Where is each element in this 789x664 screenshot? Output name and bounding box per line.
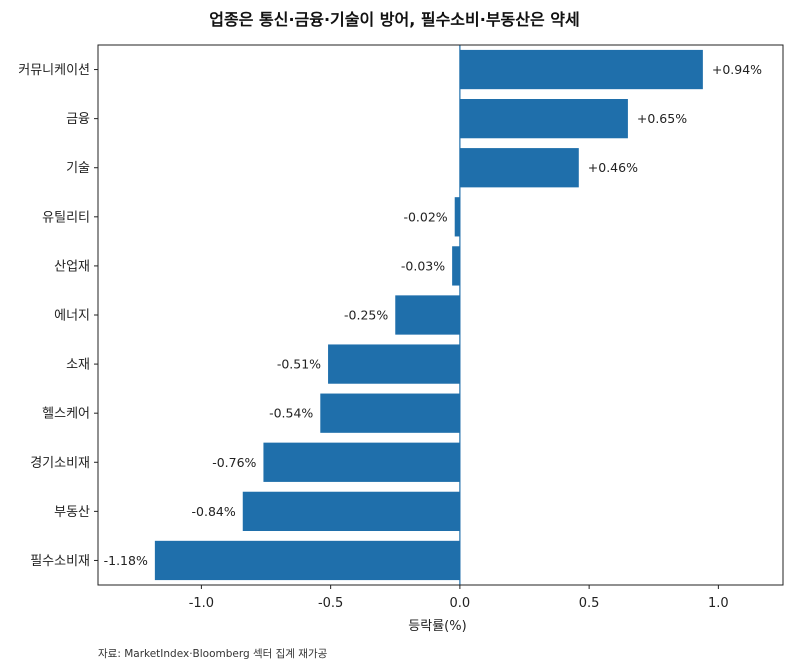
bar-7	[320, 393, 460, 433]
bar-2	[459, 148, 579, 188]
value-label-2: +0.46%	[588, 160, 638, 175]
bar-6	[328, 344, 460, 384]
bars-group	[154, 49, 703, 581]
value-label-0: +0.94%	[712, 62, 762, 77]
value-label-5: -0.25%	[344, 308, 388, 323]
bar-5	[395, 295, 460, 335]
value-label-10: -1.18%	[104, 553, 148, 568]
category-label-3: 유틸리티	[42, 210, 90, 225]
category-label-10: 필수소비재	[30, 554, 90, 569]
category-label-1: 금융	[66, 112, 90, 127]
category-label-2: 기술	[66, 161, 90, 176]
xtick-label-0: -1.0	[189, 596, 214, 611]
bar-9	[242, 491, 460, 531]
xtick-label-4: 1.0	[708, 596, 729, 611]
xtick-label-2: 0.0	[450, 596, 471, 611]
value-label-7: -0.54%	[269, 406, 313, 421]
axes-group: -1.0 -0.5 0.0 0.5 1.0 등락률(%)	[94, 44, 784, 634]
x-axis-title: 등락률(%)	[408, 619, 466, 634]
chart-title: 업종은 통신·금융·기술이 방어, 필수소비·부동산은 약세	[209, 10, 580, 29]
category-label-9: 부동산	[54, 505, 90, 520]
bar-10	[154, 540, 460, 581]
value-label-6: -0.51%	[277, 357, 321, 372]
source-note: 자료: MarketIndex·Bloomberg 섹터 집계 재가공	[98, 648, 328, 660]
bar-3	[454, 197, 460, 237]
xtick-label-3: 0.5	[579, 596, 600, 611]
plot-frame	[97, 44, 784, 586]
value-label-4: -0.03%	[401, 258, 445, 273]
category-label-4: 산업재	[54, 259, 90, 274]
value-label-9: -0.84%	[192, 504, 236, 519]
value-label-8: -0.76%	[212, 455, 256, 470]
value-label-1: +0.65%	[637, 111, 687, 126]
category-label-7: 헬스케어	[42, 407, 90, 422]
value-label-3: -0.02%	[403, 209, 447, 224]
bar-8	[263, 442, 460, 482]
bar-4	[452, 246, 460, 286]
bar-1	[459, 99, 628, 139]
labels-group: 커뮤니케이션 +0.94% 금융 +0.65% 기술 +0.46% 유틸리티 -0.02% 산업…	[18, 62, 762, 569]
bar-0	[459, 49, 703, 90]
category-label-0: 커뮤니케이션	[18, 63, 90, 78]
category-label-8: 경기소비재	[30, 456, 90, 471]
category-label-6: 소재	[66, 358, 90, 373]
category-label-5: 에너지	[54, 309, 90, 324]
xtick-label-1: -0.5	[318, 596, 343, 611]
